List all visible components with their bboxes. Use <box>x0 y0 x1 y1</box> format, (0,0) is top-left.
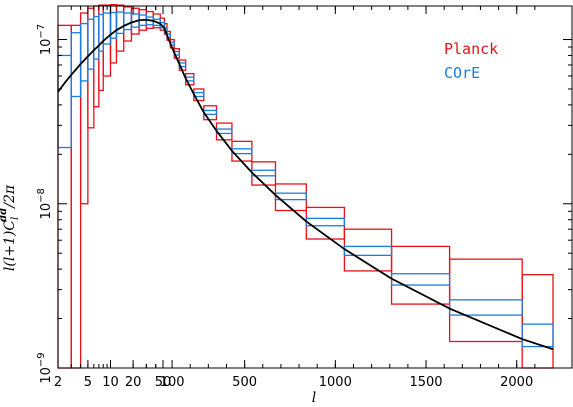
core-box-14 <box>159 21 166 29</box>
x-tick-label: 5 <box>84 375 92 390</box>
axis-ticks <box>57 6 572 369</box>
core-box-28 <box>343 245 393 257</box>
core-box-30 <box>448 299 523 316</box>
x-tick-label: 1500 <box>409 375 442 390</box>
y-tick-label-exp: −7 <box>36 24 47 39</box>
y-axis-title-main: l(l+1)C <box>2 220 18 272</box>
x-tick-label: 20 <box>125 375 142 390</box>
x-tick-label: 10 <box>102 375 119 390</box>
legend: Planck COrE <box>444 40 498 82</box>
core-box-4 <box>93 15 100 60</box>
y-tick-label-exp: −8 <box>36 188 47 203</box>
core-box-3 <box>87 18 95 70</box>
y-tick-label-base: 10 <box>39 39 54 56</box>
planck-box-23 <box>215 122 233 141</box>
planck-box-4 <box>93 5 100 108</box>
y-axis-title: l(l+1)Cldd/2π <box>0 184 21 271</box>
planck-box-1 <box>70 24 82 369</box>
y-axis-title-tail: /2π <box>2 184 18 210</box>
planck-error-boxes <box>57 4 554 369</box>
planck-box-2 <box>79 12 89 205</box>
planck-box-31 <box>521 274 554 369</box>
core-box-26 <box>274 192 307 201</box>
legend-core: COrE <box>444 64 480 82</box>
y-axis-title-sub: l <box>10 217 21 220</box>
planck-box-21 <box>193 88 205 102</box>
core-box-31 <box>521 323 554 348</box>
y-axis-title-sup: dd <box>0 208 9 222</box>
x-tick-label: 1000 <box>319 375 352 390</box>
planck-box-22 <box>203 105 218 121</box>
y-tick-label: 10−7 <box>36 24 54 55</box>
y-tick-label: 10−8 <box>36 188 54 219</box>
core-box-0 <box>57 54 72 149</box>
y-tick-label-exp: −9 <box>36 352 47 367</box>
y-tick-label-base: 10 <box>39 367 54 384</box>
legend-planck: Planck <box>444 40 498 58</box>
core-box-9 <box>123 12 133 31</box>
planck-box-24 <box>231 140 253 162</box>
x-tick-label: 2000 <box>500 375 533 390</box>
core-error-boxes <box>57 11 554 348</box>
planck-box-3 <box>87 7 95 129</box>
planck-box-29 <box>390 245 451 305</box>
x-tick-label: 2 <box>54 375 62 390</box>
x-tick-label: 100 <box>160 375 185 390</box>
theory-curve <box>57 18 554 351</box>
planck-box-25 <box>251 161 277 186</box>
x-axis-title: l <box>312 390 316 406</box>
x-tick-label: 50 <box>155 375 172 390</box>
core-box-2 <box>79 22 89 82</box>
y-tick-label-base: 10 <box>39 203 54 220</box>
plot-frame <box>57 5 573 369</box>
y-tick-label: 10−9 <box>36 352 54 383</box>
x-tick-label: 500 <box>232 375 257 390</box>
planck-box-26 <box>274 183 307 212</box>
y-tick-labels: 10−910−810−7 <box>36 24 54 384</box>
